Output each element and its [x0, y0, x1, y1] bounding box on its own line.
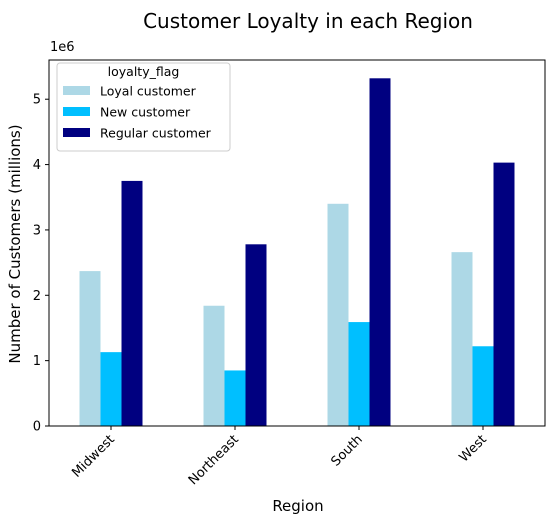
bar-regular-customer-northeast: [245, 244, 267, 426]
x-tick-label: West: [457, 432, 490, 465]
y-tick-label: 2: [33, 289, 41, 304]
legend-title: loyalty_flag: [108, 64, 180, 79]
legend-box: [56, 62, 231, 152]
bar-new-customer-northeast: [224, 370, 246, 426]
bar-new-customer-midwest: [100, 352, 122, 426]
chart-title: Customer Loyalty in each Region: [143, 9, 473, 33]
bar-loyal-customer-midwest: [79, 271, 101, 426]
y-ticks: 0 1 2 3 4 5: [33, 93, 49, 435]
x-ticks: Midwest Northeast South West: [69, 426, 490, 488]
bar-regular-customer-west: [493, 162, 515, 426]
x-axis-label: Region: [272, 497, 323, 515]
bar-new-customer-west: [472, 346, 494, 426]
plot-frame: [48, 59, 546, 427]
y-offset-label: 1e6: [50, 40, 75, 55]
bar-loyal-customer-south: [327, 203, 349, 426]
bar-loyal-customer-west: [451, 252, 473, 426]
x-tick-label: Northeast: [186, 432, 242, 488]
legend-entry-label: Regular customer: [100, 126, 212, 141]
y-axis-label: Number of Customers (millions): [6, 124, 24, 363]
legend-swatch: [63, 128, 90, 137]
legend-swatch: [63, 107, 90, 116]
bar-regular-customer-midwest: [121, 180, 143, 426]
y-tick-label: 4: [33, 158, 41, 173]
x-tick-label: South: [329, 432, 366, 469]
bar-regular-customer-south: [369, 78, 391, 427]
y-tick-label: 3: [33, 223, 41, 238]
bar-loyal-customer-northeast: [203, 305, 225, 426]
bars-layer: [79, 78, 515, 427]
y-tick-label: 1: [33, 354, 41, 369]
y-tick-label: 0: [33, 420, 41, 435]
x-tick-label: Midwest: [69, 432, 118, 481]
y-tick-label: 5: [33, 93, 41, 108]
bar-new-customer-south: [348, 322, 370, 426]
legend-entry-label: New customer: [100, 105, 191, 120]
legend-entry-label: Loyal customer: [100, 84, 197, 99]
legend: loyalty_flag Loyal customer New customer Re…: [56, 62, 231, 152]
legend-swatch: [63, 86, 90, 95]
